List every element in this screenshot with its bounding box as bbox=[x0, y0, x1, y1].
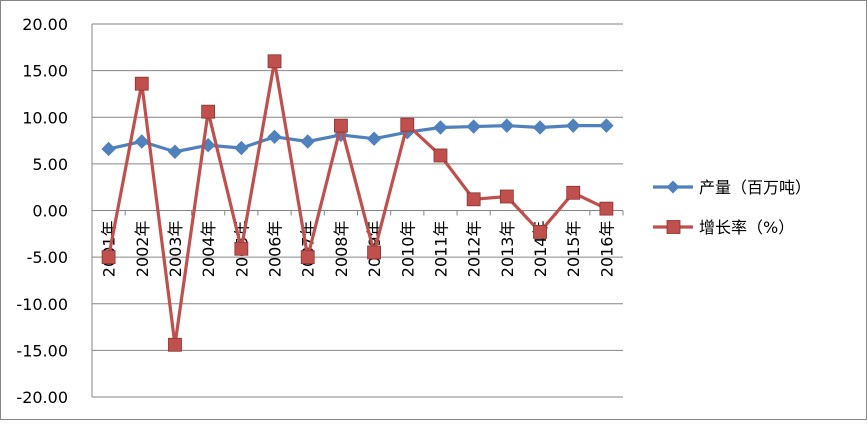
data-point-diamond bbox=[499, 118, 515, 133]
data-point-square bbox=[433, 148, 448, 163]
y-tick-label: 20.00 bbox=[22, 15, 68, 34]
data-point-diamond bbox=[566, 118, 581, 133]
axis-layer bbox=[91, 24, 624, 397]
y-tick-label: -5.00 bbox=[27, 248, 68, 267]
x-tick-label: 2006年 bbox=[266, 221, 285, 278]
legend-label: 产量（百万吨） bbox=[699, 178, 811, 197]
y-tick-label: 15.00 bbox=[22, 62, 68, 81]
x-tick-label: 2003年 bbox=[166, 221, 185, 278]
x-tick-label: 2010年 bbox=[398, 221, 417, 278]
legend: 产量（百万吨） 增长率（%） bbox=[653, 178, 811, 237]
x-tick-label: 2012年 bbox=[465, 221, 484, 278]
data-point-diamond bbox=[234, 140, 249, 156]
series-line-1 bbox=[108, 124, 607, 154]
y-tick-label: 0.00 bbox=[32, 202, 68, 221]
y-tick-label: 5.00 bbox=[32, 155, 68, 174]
x-tick-label: 2013年 bbox=[498, 221, 517, 278]
legend-marker-diamond bbox=[666, 180, 680, 194]
data-point-square bbox=[168, 337, 182, 352]
data-point-diamond bbox=[532, 120, 548, 135]
data-point-square bbox=[134, 76, 149, 91]
data-point-square bbox=[267, 54, 282, 69]
data-point-diamond bbox=[366, 131, 382, 146]
data-point-square bbox=[201, 104, 216, 119]
data-point-square bbox=[367, 245, 381, 260]
x-tick-label: 2011年 bbox=[431, 221, 450, 278]
x-tick-label: 2002年 bbox=[133, 221, 152, 278]
data-point-square bbox=[566, 185, 581, 200]
y-tick-label: -15.00 bbox=[16, 341, 68, 360]
y-tick-label: -20.00 bbox=[16, 388, 68, 407]
data-point-square bbox=[101, 250, 116, 265]
data-point-diamond bbox=[300, 134, 315, 149]
y-tick-label: 10.00 bbox=[22, 108, 68, 127]
data-point-diamond bbox=[134, 134, 149, 149]
data-point-diamond bbox=[167, 144, 183, 159]
data-point-square bbox=[300, 250, 315, 265]
data-point-square bbox=[234, 241, 249, 256]
data-point-diamond bbox=[267, 129, 282, 145]
data-point-diamond bbox=[599, 118, 614, 133]
data-point-square bbox=[599, 201, 614, 216]
series-line-2 bbox=[107, 59, 608, 347]
data-point-diamond bbox=[101, 141, 116, 157]
series-layer bbox=[101, 54, 614, 352]
data-point-square bbox=[466, 192, 481, 207]
legend-label: 增长率（%） bbox=[699, 218, 794, 237]
legend-marker-square bbox=[666, 220, 681, 234]
y-tick-label: -10.00 bbox=[16, 295, 68, 314]
data-point-diamond bbox=[466, 119, 481, 134]
x-tick-label: 2016年 bbox=[597, 221, 616, 278]
x-tick-label: 2004年 bbox=[199, 221, 218, 278]
data-point-diamond bbox=[433, 120, 448, 135]
y-axis-tick-labels: 20.00 15.00 10.00 5.00 0.00 -5.00 -10.00 -15.00… bbox=[16, 15, 68, 407]
data-point-square bbox=[533, 225, 547, 239]
data-point-square bbox=[334, 118, 348, 133]
data-point-square bbox=[499, 189, 514, 204]
x-tick-label: 2008年 bbox=[332, 221, 351, 278]
data-point-square bbox=[400, 117, 415, 132]
x-tick-label: 2015年 bbox=[564, 221, 583, 278]
